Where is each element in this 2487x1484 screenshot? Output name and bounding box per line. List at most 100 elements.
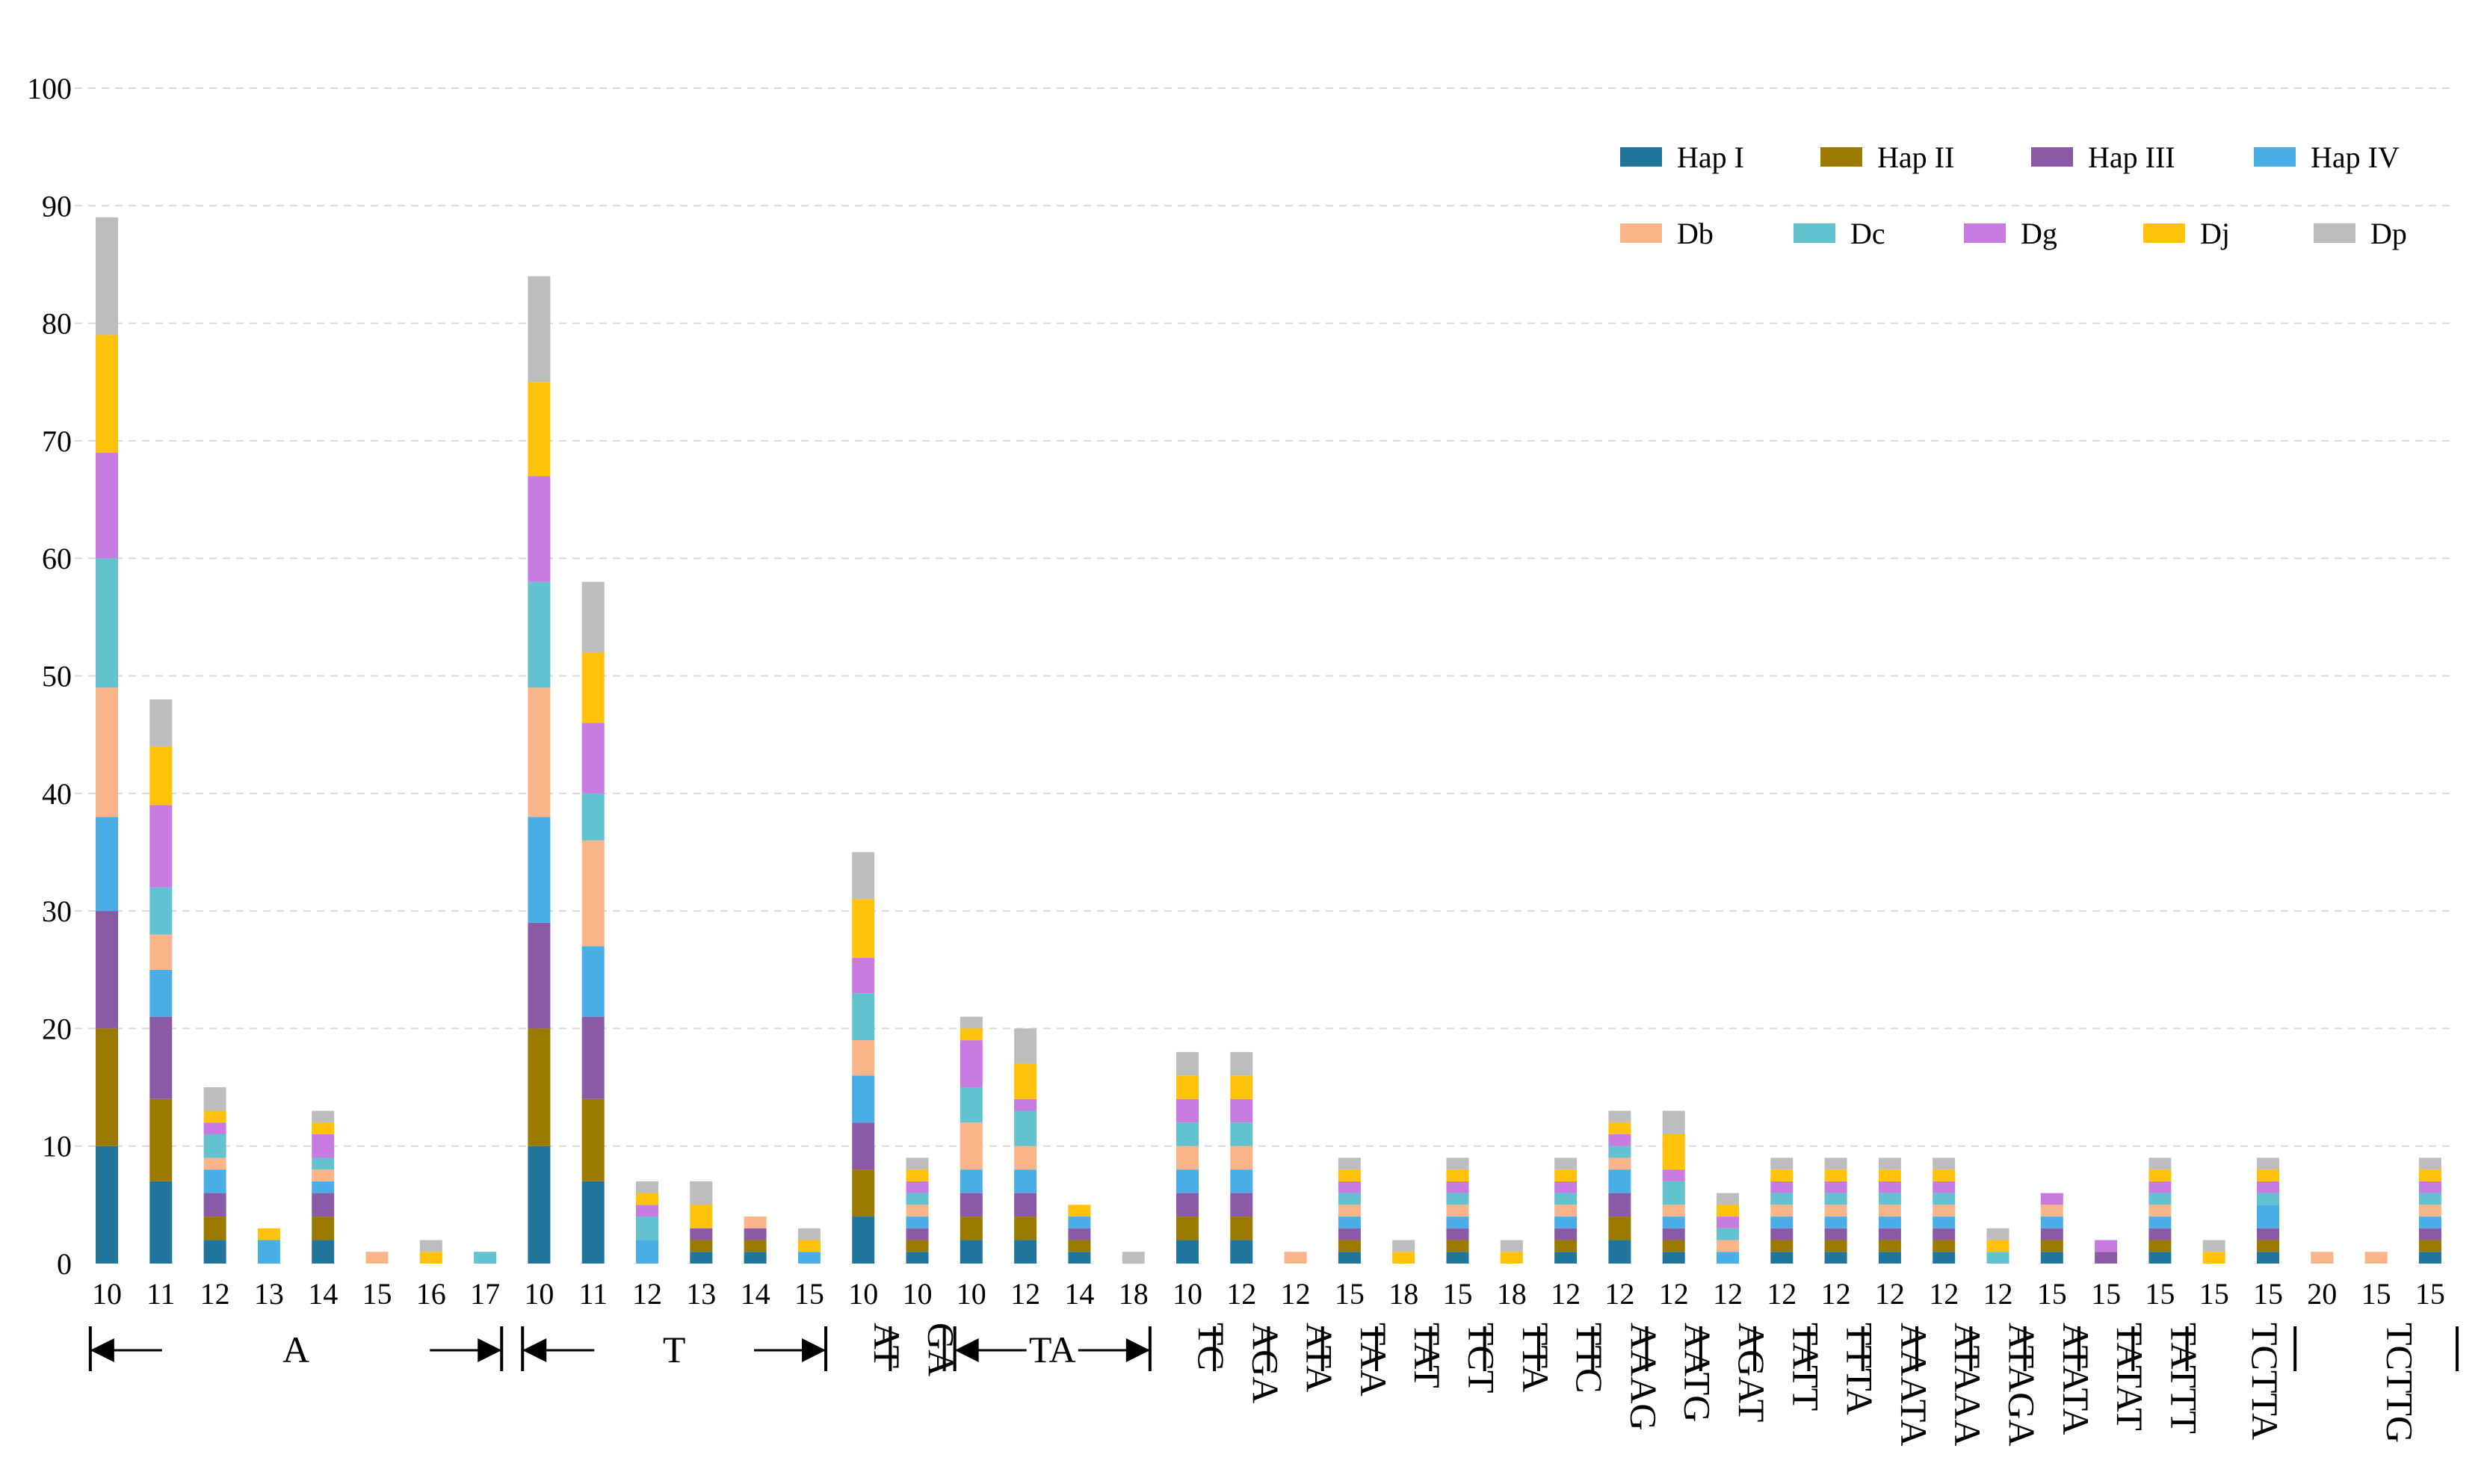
grid-lines xyxy=(75,87,2455,1147)
x-tick-label: 12 xyxy=(1875,1277,1905,1311)
bar-segment xyxy=(744,1216,767,1228)
bar-segment xyxy=(2148,1216,2172,1228)
bar-segment xyxy=(2148,1252,2172,1264)
bar-segment xyxy=(1338,1240,1361,1252)
bar-segment xyxy=(2418,1205,2441,1217)
bar-segment xyxy=(1176,1169,1199,1193)
bar-segment xyxy=(1933,1193,1956,1205)
x-tick-label: 14 xyxy=(308,1277,338,1311)
bar-segment xyxy=(690,1252,713,1264)
bar-segment xyxy=(2040,1193,2063,1205)
bar-segment xyxy=(2418,1193,2441,1205)
bar-segment xyxy=(149,1016,173,1099)
bar-segment xyxy=(203,1157,226,1170)
bar-segment xyxy=(1770,1228,1794,1240)
bar-segment xyxy=(1824,1216,1847,1228)
group-label: TA xyxy=(1029,1329,1076,1370)
bar-segment xyxy=(2418,1240,2441,1252)
bar-segment xyxy=(474,1252,497,1264)
bar-segment xyxy=(1878,1193,1901,1205)
bar-segment xyxy=(1500,1240,1523,1252)
bar-segment xyxy=(1933,1169,1956,1181)
bar-segment xyxy=(1338,1252,1361,1264)
bar-segment xyxy=(203,1169,226,1193)
bar-segment xyxy=(1554,1216,1578,1228)
bar-segment xyxy=(852,1040,875,1076)
x-tick-label: 18 xyxy=(1388,1277,1418,1311)
right-arrow-head-icon xyxy=(1125,1338,1150,1362)
bar-segment xyxy=(636,1193,658,1205)
y-tick-label: 30 xyxy=(42,894,72,928)
bar-segment xyxy=(960,1216,983,1240)
bar-segment xyxy=(2257,1169,2279,1181)
bar-segment xyxy=(1608,1193,1631,1217)
bar-segment xyxy=(1824,1157,1847,1170)
motif-label: AGAT xyxy=(1731,1323,1773,1422)
y-tick-label: 10 xyxy=(42,1130,72,1163)
legend-label: Hap IV xyxy=(2311,140,2400,174)
motif-label: ATA xyxy=(1299,1323,1341,1392)
bar-segment xyxy=(1446,1252,1469,1264)
x-tick-label: 10 xyxy=(1173,1277,1202,1311)
bar-segment xyxy=(1338,1193,1361,1205)
bar-segment xyxy=(1176,1216,1199,1240)
bar-segment xyxy=(1446,1216,1469,1228)
motif-label: TAA xyxy=(1353,1323,1394,1397)
bar-segment xyxy=(1554,1169,1578,1181)
bar-segment xyxy=(149,699,173,746)
x-tick-label: 14 xyxy=(741,1277,770,1311)
bar-segment xyxy=(1392,1240,1415,1252)
bar-segment xyxy=(581,723,605,794)
bar-segment xyxy=(960,1193,983,1217)
bar-segment xyxy=(96,1146,118,1264)
bar-segment xyxy=(1770,1205,1794,1217)
bar-segment xyxy=(1554,1181,1578,1193)
bar-segment xyxy=(1878,1252,1901,1264)
bar-segment xyxy=(419,1240,442,1252)
bar-segment xyxy=(1554,1252,1578,1264)
bar-segment xyxy=(581,793,605,841)
legend-label: Dc xyxy=(1850,217,1885,250)
bar-segment xyxy=(1392,1252,1415,1264)
x-axis: 10 11 12 13 14 15 16 17 10 11 12 13 14 15 10 10 10 12 14 18… xyxy=(92,1277,2445,1311)
x-tick-label: 14 xyxy=(1064,1277,1094,1311)
bar-segment xyxy=(797,1228,821,1240)
bar-segment xyxy=(1824,1252,1847,1264)
bar-segment xyxy=(149,969,173,1017)
bar-segment xyxy=(1824,1240,1847,1252)
bar-segment xyxy=(1608,1134,1631,1146)
bar-segment xyxy=(1933,1205,1956,1217)
bar-segment xyxy=(203,1240,226,1264)
bar-segment xyxy=(906,1228,929,1240)
bar-segment xyxy=(852,993,875,1041)
bar-segment xyxy=(149,1098,173,1181)
bar-segment xyxy=(1446,1228,1469,1240)
bar-segment xyxy=(312,1134,335,1158)
motif-label: TATTT xyxy=(2163,1323,2205,1434)
bar-segment xyxy=(1446,1240,1469,1252)
bar-segment xyxy=(1986,1228,2009,1240)
x-tick-label: 20 xyxy=(2307,1277,2337,1311)
motif-label: TC xyxy=(1190,1323,1232,1370)
bar-segment xyxy=(2148,1181,2172,1193)
bar-segment xyxy=(1717,1252,1739,1264)
bar-segment xyxy=(1554,1240,1578,1252)
bar-segment xyxy=(690,1240,713,1252)
motif-label: AT xyxy=(866,1323,908,1368)
bar-segment xyxy=(1068,1216,1091,1228)
bar-segment xyxy=(906,1181,929,1193)
bar-segment xyxy=(365,1252,389,1264)
bar-segment xyxy=(581,1098,605,1181)
bar-segment xyxy=(960,1016,983,1029)
x-tick-label: 15 xyxy=(1443,1277,1473,1311)
bar-segment xyxy=(1662,1169,1685,1181)
bar-segment xyxy=(1230,1146,1253,1170)
x-tick-label: 15 xyxy=(2253,1277,2283,1311)
bar-segment xyxy=(906,1252,929,1264)
bar-segment xyxy=(149,1181,173,1264)
bar-segment xyxy=(1446,1169,1469,1181)
bar-segment xyxy=(1717,1193,1739,1205)
motif-label: ATAAA xyxy=(1947,1323,1989,1446)
bar-segment xyxy=(636,1216,658,1240)
bars xyxy=(96,217,2441,1264)
